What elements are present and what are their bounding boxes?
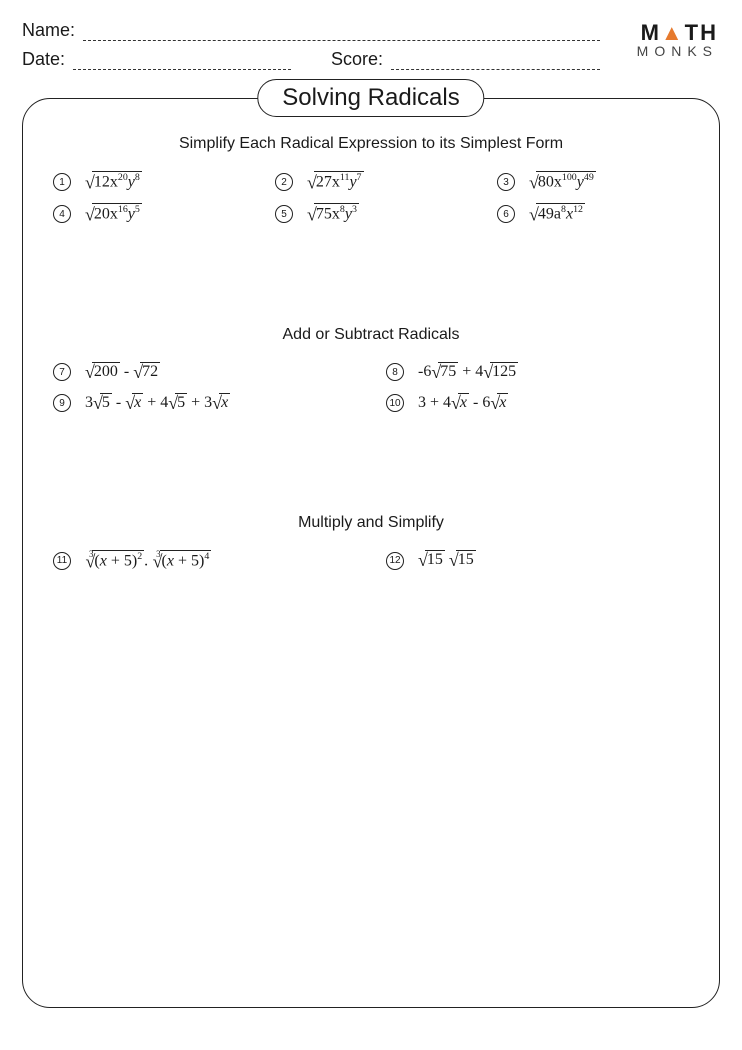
problem-8: 8 -6√75 + 4√125 — [376, 362, 699, 383]
expression: √15 √15 — [418, 550, 476, 571]
date-score-row: Date: Score: — [22, 49, 600, 70]
expression: √80x100y49 — [529, 171, 596, 193]
name-label: Name: — [22, 20, 75, 41]
problem-number: 5 — [275, 205, 293, 223]
expression: √49a8x12 — [529, 203, 585, 225]
problem-12: 12 √15 √15 — [376, 550, 699, 572]
section-1-problems: 1 √12x20y8 2 √27x11y7 3 √80x100y49 4 √20… — [43, 171, 699, 226]
logo: M▲TH MONKS — [637, 22, 718, 58]
expression: -6√75 + 4√125 — [418, 362, 518, 383]
problem-number: 3 — [497, 173, 515, 191]
name-row: Name: — [22, 20, 600, 41]
logo-line1: M▲TH — [637, 22, 718, 44]
expression: √27x11y7 — [307, 171, 364, 193]
expression: √200 - √72 — [85, 362, 160, 383]
problem-number: 2 — [275, 173, 293, 191]
expression: 3√(x + 5)2. 3√(x + 5)4 — [85, 550, 211, 572]
section-2-heading: Add or Subtract Radicals — [43, 326, 699, 344]
expression: √75x8y3 — [307, 203, 359, 225]
section-2-problems: 7 √200 - √72 8 -6√75 + 4√125 9 3√5 - √x … — [43, 362, 699, 414]
expression: √12x20y8 — [85, 171, 142, 193]
problem-number: 11 — [53, 552, 71, 570]
date-input-line[interactable] — [73, 56, 291, 70]
date-label: Date: — [22, 49, 65, 70]
problem-2: 2 √27x11y7 — [265, 171, 477, 193]
logo-th: TH — [685, 20, 718, 45]
section-3-problems: 11 3√(x + 5)2. 3√(x + 5)4 12 √15 √15 — [43, 550, 699, 572]
expression: 3 + 4√x - 6√x — [418, 393, 508, 414]
problem-number: 1 — [53, 173, 71, 191]
score-input-line[interactable] — [391, 56, 600, 70]
problem-6: 6 √49a8x12 — [487, 203, 699, 225]
problem-10: 10 3 + 4√x - 6√x — [376, 393, 699, 414]
name-input-line[interactable] — [83, 27, 600, 41]
problem-9: 9 3√5 - √x + 4√5 + 3√x — [43, 393, 366, 414]
problem-number: 9 — [53, 394, 71, 412]
problem-number: 7 — [53, 363, 71, 381]
problem-7: 7 √200 - √72 — [43, 362, 366, 383]
frame-title: Solving Radicals — [257, 79, 484, 117]
expression: 3√5 - √x + 4√5 + 3√x — [85, 393, 230, 414]
section-1-heading: Simplify Each Radical Expression to its … — [43, 135, 699, 153]
problem-number: 6 — [497, 205, 515, 223]
section-3-heading: Multiply and Simplify — [43, 514, 699, 532]
logo-m: M — [641, 20, 661, 45]
problem-number: 12 — [386, 552, 404, 570]
expression: √20x16y5 — [85, 203, 142, 225]
triangle-icon: ▲ — [661, 20, 685, 45]
worksheet-frame: Solving Radicals Simplify Each Radical E… — [22, 98, 720, 1008]
worksheet-header: Name: Date: Score: — [22, 20, 720, 70]
score-field: Score: — [331, 49, 600, 70]
problem-number: 10 — [386, 394, 404, 412]
problem-11: 11 3√(x + 5)2. 3√(x + 5)4 — [43, 550, 366, 572]
problem-number: 8 — [386, 363, 404, 381]
problem-number: 4 — [53, 205, 71, 223]
problem-4: 4 √20x16y5 — [43, 203, 255, 225]
problem-3: 3 √80x100y49 — [487, 171, 699, 193]
problem-1: 1 √12x20y8 — [43, 171, 255, 193]
score-label: Score: — [331, 49, 383, 70]
logo-line2: MONKS — [637, 44, 718, 58]
date-field: Date: — [22, 49, 291, 70]
problem-5: 5 √75x8y3 — [265, 203, 477, 225]
